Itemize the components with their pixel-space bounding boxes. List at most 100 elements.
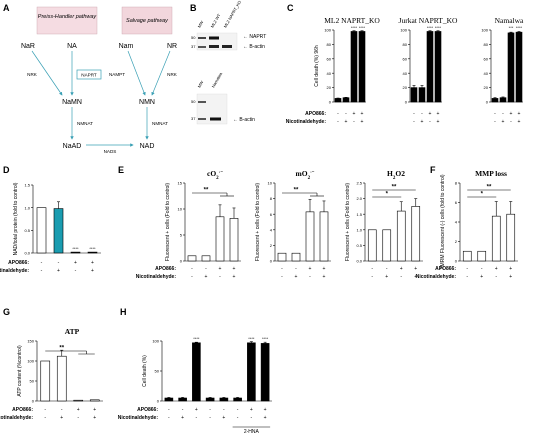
y-tick-label: 4: [455, 220, 458, 225]
significance-mark: **: [487, 185, 492, 191]
nicotinaldehyde-value: -: [466, 274, 468, 280]
bar: [164, 397, 174, 402]
y-axis-label: Cell death (%): [142, 355, 148, 387]
significance-mark: ****: [89, 246, 96, 251]
y-tick-label: 0.0: [24, 251, 30, 256]
y-tick-label: 20: [327, 85, 332, 90]
enzyme-naprt: NAPRT: [81, 73, 97, 78]
apo866-label: APO866:: [435, 266, 456, 272]
nicotinaldehyde-value: -: [371, 274, 373, 280]
panel-label-d: D: [3, 165, 10, 175]
bar: [70, 251, 81, 254]
node-nmn: NMN: [139, 99, 155, 106]
lane-label-mw-top: MW: [197, 20, 205, 29]
nicotinaldehyde-value: -: [353, 119, 355, 125]
pathway-diagram: Preiss-Handler pathway Salvage pathway N…: [21, 6, 178, 154]
y-tick-label: 1.5: [24, 183, 30, 188]
significance-mark: ****: [193, 336, 200, 341]
bar: [260, 343, 270, 402]
panel-label-c: C: [287, 3, 294, 13]
apo866-value: -: [41, 260, 43, 266]
y-axis-label: Fluorescent + cells (Fold to control): [345, 183, 351, 262]
y-axis-label: ATP content (%control): [17, 345, 23, 397]
salvage-box: [121, 6, 173, 35]
chart-jurkat-naprt-ko: 0 20 40 60 80 100 Jurkat NAPRT_KO**** ****: [399, 16, 459, 105]
significance-mark: *: [481, 192, 484, 198]
treatment-table-e: APO866: Nicotinaldehyde: - - - + + - + + - - - + + - + + -…: [136, 266, 418, 280]
apo866-value: -: [223, 407, 225, 413]
apo866-value: -: [61, 407, 63, 413]
y-tick-label: 100: [27, 359, 34, 364]
mw-band: [198, 46, 206, 48]
nicotinaldehyde-value: -: [251, 415, 253, 421]
apo866-value: +: [93, 407, 96, 413]
bar: [233, 397, 242, 402]
bar: [73, 399, 84, 402]
enzyme-nmnat-right: NMNAT: [152, 121, 168, 126]
node-na: NA: [67, 43, 77, 50]
bar: [53, 208, 64, 254]
y-axis-label: NAD/total protein (fold to control): [13, 182, 19, 255]
y-tick-label: 20: [403, 85, 408, 90]
nicotinaldehyde-value: -: [309, 274, 311, 280]
significance-mark: **: [294, 188, 299, 194]
apo866-label: APO866:: [12, 407, 33, 413]
arrow-nr-nmn: [151, 50, 171, 96]
apo866-value: -: [44, 407, 46, 413]
y-tick-label: 100: [152, 339, 159, 344]
nicotinaldehyde-value: -: [168, 415, 170, 421]
y-tick-label: 20: [484, 85, 489, 90]
preiss-handler-box: [36, 6, 98, 35]
y-tick-label: 0: [329, 100, 332, 105]
bar: [491, 98, 499, 103]
significance-mark: ****: [435, 25, 442, 30]
apo866-value: -: [494, 111, 496, 117]
y-tick-label: 0.0: [356, 259, 362, 264]
western-blot-panel: MW ML2 WT ML2 NAPRT_KO 50 37 ← NAPRT ← B…: [191, 0, 266, 125]
apo866-value: +: [353, 111, 356, 117]
significance-mark: **: [392, 185, 397, 191]
y-tick-label: 2.5: [356, 181, 362, 186]
bar: [515, 31, 523, 103]
y-tick-label: 150: [27, 339, 34, 344]
bar: [342, 97, 350, 103]
nicotinaldehyde-value: +: [421, 119, 424, 125]
band-label-actin-bottom: ← B-actin: [233, 117, 255, 123]
actin-band-wt: [209, 45, 219, 48]
nicotinaldehyde-value: -: [209, 415, 211, 421]
naprt-band-wt: [209, 36, 219, 40]
chart-title: ML2 NAPRT_KO: [324, 16, 380, 25]
bar: [350, 31, 358, 103]
y-tick-label: 100: [400, 28, 407, 33]
chart-title: ATP: [65, 327, 80, 336]
bar: [291, 252, 301, 262]
nicotinaldehyde-value: +: [323, 274, 326, 280]
y-tick-label: 0: [486, 100, 489, 105]
panel-label-g: G: [3, 307, 10, 317]
apo866-value: -: [295, 266, 297, 272]
nicotinaldehyde-value: -: [494, 119, 496, 125]
nicotinaldehyde-label: Nicotinaldehyde:: [118, 415, 159, 421]
significance-mark: ****: [359, 25, 366, 30]
significance-mark: **: [204, 188, 209, 194]
y-tick-label: 10: [268, 181, 273, 186]
panel-label-f: F: [430, 165, 436, 175]
nicotinaldehyde-value: +: [509, 274, 512, 280]
enzyme-nmnat-left: NMNAT: [77, 121, 93, 126]
apo866-value: +: [510, 111, 513, 117]
apo866-value: +: [74, 260, 77, 266]
band-label-actin-top: ← B-actin: [243, 44, 265, 50]
nicotinaldehyde-label: Nicotinaldehyde:: [0, 268, 29, 274]
y-tick-label: 5: [180, 233, 183, 238]
y-tick-label: 10: [178, 207, 183, 212]
bar: [491, 215, 501, 262]
nicotinaldehyde-value: +: [57, 268, 60, 274]
apo866-value: +: [264, 407, 267, 413]
nicotinaldehyde-value: -: [429, 119, 431, 125]
bar: [477, 250, 487, 262]
nicotinaldehyde-label: Nicotinaldehyde:: [286, 119, 327, 125]
y-tick-label: 60: [484, 56, 489, 61]
salvage-label: Salvage pathway: [126, 18, 169, 24]
nicotinaldehyde-value: -: [510, 119, 512, 125]
panel-label-h: H: [120, 307, 127, 317]
